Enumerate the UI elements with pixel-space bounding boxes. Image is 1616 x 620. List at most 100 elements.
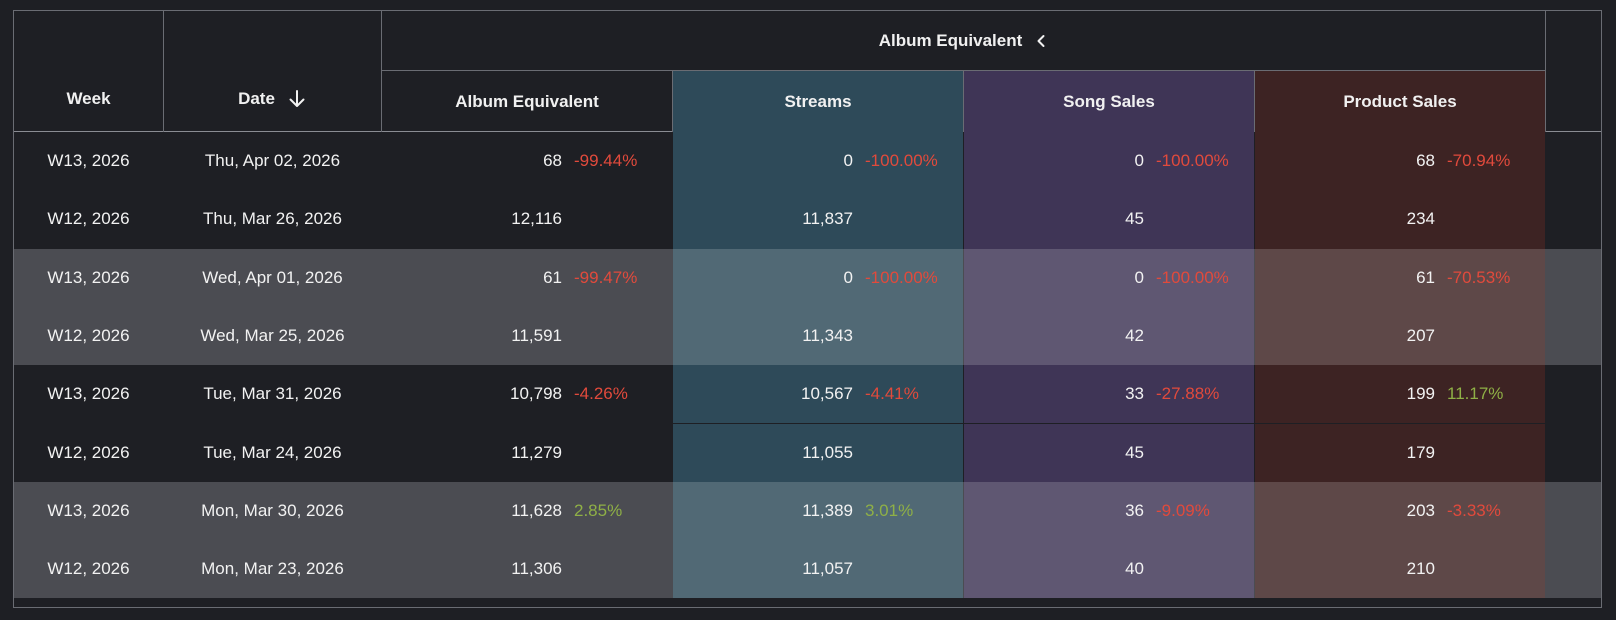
product-cell[interactable]: 207 bbox=[1255, 307, 1545, 365]
streams-value: 11,389 bbox=[802, 500, 853, 520]
week-cell[interactable]: W13, 2026 bbox=[14, 132, 163, 190]
date-cell[interactable]: Thu, Apr 02, 2026 bbox=[164, 132, 381, 190]
column-header-date[interactable]: Date bbox=[164, 11, 381, 132]
song-cell[interactable]: 45 bbox=[964, 190, 1254, 248]
product-column-bg bbox=[1255, 248, 1545, 307]
date-value: Mon, Mar 30, 2026 bbox=[201, 500, 344, 520]
album-value: 11,306 bbox=[511, 559, 562, 579]
sort-descending-icon[interactable] bbox=[287, 89, 307, 109]
product-value: 199 bbox=[1406, 384, 1435, 404]
week-value: W12, 2026 bbox=[47, 326, 130, 346]
date-cell[interactable]: Wed, Apr 01, 2026 bbox=[164, 249, 381, 307]
week-cell[interactable]: W12, 2026 bbox=[14, 424, 163, 482]
album-cell[interactable]: 11,279 bbox=[382, 424, 672, 482]
product-cell[interactable]: 179 bbox=[1255, 424, 1545, 482]
song-column-bg bbox=[964, 423, 1254, 482]
streams-value: 11,343 bbox=[802, 326, 853, 346]
album-cell[interactable]: 11,306 bbox=[382, 540, 672, 598]
table-row[interactable]: W12, 2026 Tue, Mar 24, 2026 11,279 11,05… bbox=[14, 423, 1601, 482]
song-cell[interactable]: 0 -100.00% bbox=[964, 132, 1254, 190]
album-value: 11,279 bbox=[511, 442, 562, 462]
product-column-bg bbox=[1255, 306, 1545, 366]
streams-column-bg bbox=[673, 190, 963, 249]
product-column-bg bbox=[1255, 190, 1545, 249]
week-cell[interactable]: W12, 2026 bbox=[14, 540, 163, 598]
week-cell[interactable]: W13, 2026 bbox=[14, 365, 163, 423]
song-column-bg bbox=[964, 306, 1254, 366]
date-cell[interactable]: Tue, Mar 24, 2026 bbox=[164, 424, 381, 482]
song-column-bg bbox=[964, 132, 1254, 191]
song-cell[interactable]: 0 -100.00% bbox=[964, 249, 1254, 307]
streams-value: 11,837 bbox=[802, 209, 853, 229]
song-value: 0 bbox=[1134, 267, 1144, 287]
product-cell[interactable]: 234 bbox=[1255, 190, 1545, 248]
week-cell[interactable]: W12, 2026 bbox=[14, 307, 163, 365]
column-header-week[interactable]: Week bbox=[14, 11, 163, 132]
streams-cell[interactable]: 11,389 3.01% bbox=[673, 482, 963, 540]
product-column-bg bbox=[1255, 481, 1545, 541]
table-row[interactable]: W13, 2026 Tue, Mar 31, 2026 10,798 -4.26… bbox=[14, 365, 1601, 424]
streams-cell[interactable]: 11,057 bbox=[673, 540, 963, 598]
product-cell[interactable]: 68 -70.94% bbox=[1255, 132, 1545, 190]
date-cell[interactable]: Wed, Mar 25, 2026 bbox=[164, 307, 381, 365]
album-cell[interactable]: 61 -99.47% bbox=[382, 249, 672, 307]
album-cell[interactable]: 68 -99.44% bbox=[382, 132, 672, 190]
product-cell[interactable]: 210 bbox=[1255, 540, 1545, 598]
album-value: 11,591 bbox=[511, 326, 562, 346]
album-cell[interactable]: 11,591 bbox=[382, 307, 672, 365]
group-header-label: Album Equivalent bbox=[878, 30, 1023, 50]
streams-column-bg bbox=[673, 248, 963, 307]
column-group-header[interactable]: Album Equivalent bbox=[382, 11, 1545, 70]
streams-cell[interactable]: 11,837 bbox=[673, 190, 963, 248]
song-cell[interactable]: 36 -9.09% bbox=[964, 482, 1254, 540]
streams-cell[interactable]: 0 -100.00% bbox=[673, 132, 963, 190]
streams-cell[interactable]: 11,055 bbox=[673, 424, 963, 482]
streams-cell[interactable]: 0 -100.00% bbox=[673, 249, 963, 307]
chevron-left-icon[interactable] bbox=[1034, 34, 1048, 48]
column-header-album-equivalent[interactable]: Album Equivalent bbox=[382, 71, 672, 132]
song-cell[interactable]: 42 bbox=[964, 307, 1254, 365]
column-header-song-sales[interactable]: Song Sales bbox=[964, 71, 1254, 132]
table-row[interactable]: W12, 2026 Mon, Mar 23, 2026 11,306 11,05… bbox=[14, 540, 1601, 599]
streams-change: -4.41% bbox=[865, 384, 919, 404]
song-value: 40 bbox=[1125, 559, 1144, 579]
album-cell[interactable]: 10,798 -4.26% bbox=[382, 365, 672, 423]
song-change: -100.00% bbox=[1156, 267, 1229, 287]
week-cell[interactable]: W13, 2026 bbox=[14, 482, 163, 540]
product-cell[interactable]: 61 -70.53% bbox=[1255, 249, 1545, 307]
album-change: -4.26% bbox=[574, 384, 628, 404]
date-value: Mon, Mar 23, 2026 bbox=[201, 559, 344, 579]
week-cell[interactable]: W13, 2026 bbox=[14, 249, 163, 307]
streams-value: 0 bbox=[843, 267, 853, 287]
date-cell[interactable]: Thu, Mar 26, 2026 bbox=[164, 190, 381, 248]
song-cell[interactable]: 40 bbox=[964, 540, 1254, 598]
date-cell[interactable]: Mon, Mar 30, 2026 bbox=[164, 482, 381, 540]
table-row[interactable]: W12, 2026 Thu, Mar 26, 2026 12,116 11,83… bbox=[14, 190, 1601, 249]
date-cell[interactable]: Mon, Mar 23, 2026 bbox=[164, 540, 381, 598]
album-cell[interactable]: 12,116 bbox=[382, 190, 672, 248]
product-cell[interactable]: 199 11.17% bbox=[1255, 365, 1545, 423]
table-row[interactable]: W13, 2026 Thu, Apr 02, 2026 68 -99.44% 0… bbox=[14, 132, 1601, 191]
song-cell[interactable]: 33 -27.88% bbox=[964, 365, 1254, 423]
table-row[interactable]: W12, 2026 Wed, Mar 25, 2026 11,591 11,34… bbox=[14, 306, 1601, 366]
song-cell[interactable]: 45 bbox=[964, 424, 1254, 482]
product-cell[interactable]: 203 -3.33% bbox=[1255, 482, 1545, 540]
date-cell[interactable]: Tue, Mar 31, 2026 bbox=[164, 365, 381, 423]
week-cell[interactable]: W12, 2026 bbox=[14, 190, 163, 248]
album-value: 10,798 bbox=[510, 384, 562, 404]
streams-cell[interactable]: 11,343 bbox=[673, 307, 963, 365]
column-header-product-sales[interactable]: Product Sales bbox=[1255, 71, 1545, 132]
streams-cell[interactable]: 10,567 -4.41% bbox=[673, 365, 963, 423]
album-cell[interactable]: 11,628 2.85% bbox=[382, 482, 672, 540]
table-row[interactable]: W13, 2026 Wed, Apr 01, 2026 61 -99.47% 0… bbox=[14, 248, 1601, 307]
date-value: Wed, Mar 25, 2026 bbox=[200, 326, 345, 346]
album-value: 61 bbox=[543, 267, 562, 287]
album-value: 11,628 bbox=[511, 500, 562, 520]
product-header-label: Product Sales bbox=[1343, 91, 1457, 111]
album-value: 12,116 bbox=[511, 209, 562, 229]
product-value: 207 bbox=[1406, 326, 1435, 346]
song-value: 45 bbox=[1125, 209, 1144, 229]
product-column-bg bbox=[1255, 540, 1545, 599]
column-header-streams[interactable]: Streams bbox=[673, 71, 963, 132]
table-row[interactable]: W13, 2026 Mon, Mar 30, 2026 11,628 2.85%… bbox=[14, 481, 1601, 541]
